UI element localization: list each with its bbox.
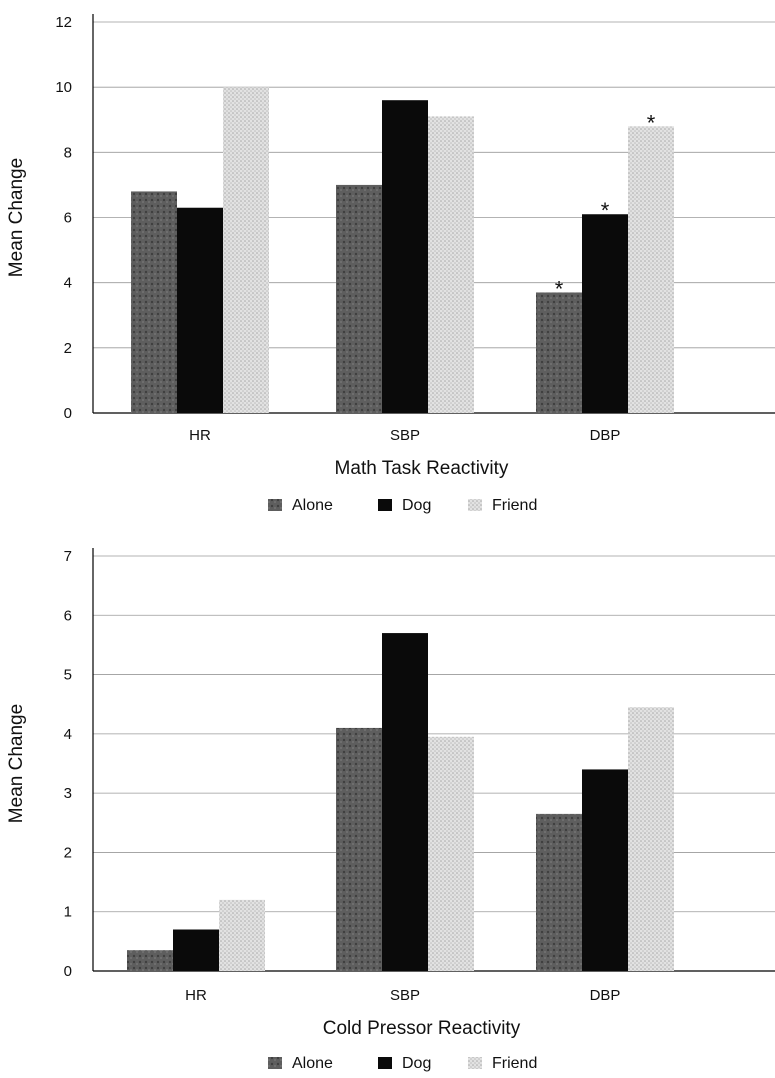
y-tick-label: 10 [55,79,72,96]
legend-label-alone: Alone [292,497,333,514]
y-tick-label: 3 [64,785,72,802]
bar-alone-dbp [536,292,582,413]
legend-swatch-dog [378,499,392,511]
legend-swatch-alone [268,499,282,511]
bar-dog-sbp [382,100,428,413]
bar-friend-dbp [628,126,674,414]
bar-friend-sbp [428,116,474,413]
y-tick-label: 12 [55,14,72,31]
y-tick-label: 0 [64,963,72,980]
legend-label-friend: Friend [492,497,537,514]
bar-dog-sbp [382,633,428,971]
x-tick-label: SBP [390,987,420,1004]
y-axis-label: Mean Change [6,158,27,277]
y-tick-label: 2 [64,844,72,861]
y-tick-label: 6 [64,210,72,227]
x-axis-title: Math Task Reactivity [335,458,509,479]
math-task-chart-svg: 0 2 4 6 8 10 12 Mean Change HR SBP * * * DBP Math Task… [6,14,775,514]
bar-friend-dbp [628,707,674,971]
bar-dog-dbp [582,769,628,971]
y-axis-label: Mean Change [6,704,27,823]
significance-marker: * [601,198,610,223]
legend-label-dog: Dog [402,1055,431,1072]
bar-alone-hr [127,950,173,971]
y-tick-label: 1 [64,904,72,921]
y-tick-label: 5 [64,667,72,684]
legend-swatch-friend [468,499,482,511]
legend-swatch-alone [268,1057,282,1069]
legend-label-alone: Alone [292,1055,333,1072]
significance-marker: * [647,110,656,135]
bar-dog-hr [177,207,223,413]
legend-swatch-friend [468,1057,482,1069]
y-tick-label: 7 [64,548,72,565]
x-tick-label: SBP [390,427,420,444]
bar-alone-dbp [536,813,582,971]
y-tick-label: 4 [64,275,72,292]
cold-pressor-chart-svg: 0 1 2 3 4 5 6 7 Mean Change HR SBP DBP Cold Pressor … [6,548,775,1072]
legend-swatch-dog [378,1057,392,1069]
x-axis-title: Cold Pressor Reactivity [323,1018,521,1039]
y-tick-label: 8 [64,144,72,161]
legend-label-dog: Dog [402,497,431,514]
bar-alone-sbp [336,184,382,413]
bar-friend-sbp [428,736,474,971]
math-task-chart: 0 2 4 6 8 10 12 Mean Change HR SBP * * * DBP Math Task… [6,14,775,514]
bar-friend-hr [219,899,265,971]
legend-label-friend: Friend [492,1055,537,1072]
y-tick-label: 4 [64,726,72,743]
cold-pressor-chart: 0 1 2 3 4 5 6 7 Mean Change HR SBP DBP Cold Pressor … [0,540,775,1078]
bar-dog-hr [173,929,219,971]
y-tick-label: 0 [64,405,72,422]
x-tick-label: DBP [590,987,621,1004]
bar-alone-hr [131,191,177,413]
y-tick-label: 2 [64,340,72,357]
bar-dog-dbp [582,214,628,413]
bar-alone-sbp [336,727,382,971]
significance-marker: * [555,276,564,301]
x-tick-label: HR [189,427,211,444]
bar-friend-hr [223,87,269,414]
y-tick-label: 6 [64,607,72,624]
x-tick-label: DBP [590,427,621,444]
x-tick-label: HR [185,987,207,1004]
